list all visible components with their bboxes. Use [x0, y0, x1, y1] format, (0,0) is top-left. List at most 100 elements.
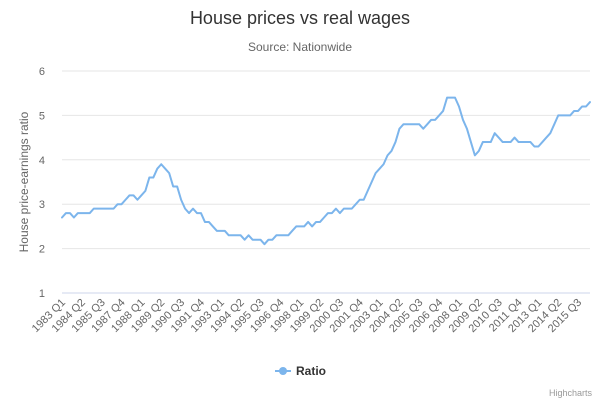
- data-point[interactable]: [353, 202, 358, 207]
- data-point[interactable]: [441, 108, 446, 113]
- data-point[interactable]: [135, 197, 140, 202]
- data-point[interactable]: [179, 197, 184, 202]
- data-point[interactable]: [488, 140, 493, 145]
- y-tick-label: 6: [39, 66, 45, 78]
- data-point[interactable]: [381, 162, 386, 167]
- data-point[interactable]: [369, 180, 374, 185]
- data-point[interactable]: [198, 211, 203, 216]
- data-point[interactable]: [377, 166, 382, 171]
- data-point[interactable]: [540, 140, 545, 145]
- data-point[interactable]: [310, 224, 315, 229]
- data-point[interactable]: [425, 122, 430, 127]
- data-point[interactable]: [119, 202, 124, 207]
- data-point[interactable]: [536, 144, 541, 149]
- data-point[interactable]: [544, 135, 549, 140]
- data-point[interactable]: [421, 126, 426, 131]
- data-point[interactable]: [472, 153, 477, 158]
- data-point[interactable]: [322, 215, 327, 220]
- data-point[interactable]: [460, 117, 465, 122]
- data-point[interactable]: [155, 166, 160, 171]
- data-point[interactable]: [548, 131, 553, 136]
- y-tick-label: 4: [39, 155, 45, 167]
- data-point[interactable]: [306, 219, 311, 224]
- data-point[interactable]: [508, 140, 513, 145]
- data-point[interactable]: [87, 211, 92, 216]
- y-axis-title: House price-earnings ratio: [17, 111, 31, 252]
- data-point[interactable]: [163, 166, 168, 171]
- data-point[interactable]: [302, 224, 307, 229]
- data-point[interactable]: [584, 104, 589, 109]
- data-point[interactable]: [318, 219, 323, 224]
- grid-lines: [62, 70, 590, 294]
- data-point[interactable]: [464, 126, 469, 131]
- data-point[interactable]: [468, 140, 473, 145]
- data-point[interactable]: [417, 122, 422, 127]
- y-tick-label: 1: [39, 288, 45, 300]
- legend-marker-icon: [279, 367, 287, 375]
- data-point[interactable]: [286, 233, 291, 238]
- data-point[interactable]: [365, 188, 370, 193]
- series-layer: [60, 95, 593, 247]
- data-point[interactable]: [175, 184, 180, 189]
- data-point[interactable]: [476, 148, 481, 153]
- series-line-ratio[interactable]: [61, 96, 591, 246]
- data-point[interactable]: [588, 100, 593, 105]
- data-point[interactable]: [496, 135, 501, 140]
- data-point[interactable]: [131, 193, 136, 198]
- y-tick-label: 5: [39, 110, 45, 122]
- data-point[interactable]: [385, 153, 390, 158]
- data-point[interactable]: [238, 233, 243, 238]
- data-point[interactable]: [373, 171, 378, 176]
- data-point[interactable]: [361, 197, 366, 202]
- data-point[interactable]: [397, 126, 402, 131]
- data-point[interactable]: [456, 104, 461, 109]
- data-point[interactable]: [270, 237, 275, 242]
- data-point[interactable]: [528, 140, 533, 145]
- data-point[interactable]: [290, 228, 295, 233]
- data-point[interactable]: [262, 242, 267, 247]
- data-point[interactable]: [512, 135, 517, 140]
- data-point[interactable]: [242, 237, 247, 242]
- legend[interactable]: Ratio: [275, 364, 326, 378]
- data-point[interactable]: [139, 193, 144, 198]
- data-point[interactable]: [333, 206, 338, 211]
- data-point[interactable]: [111, 206, 116, 211]
- chart-credits[interactable]: Highcharts: [549, 388, 593, 398]
- data-point[interactable]: [329, 211, 334, 216]
- y-tick-label: 3: [39, 199, 45, 211]
- data-point[interactable]: [437, 113, 442, 118]
- data-point[interactable]: [393, 140, 398, 145]
- data-point[interactable]: [576, 108, 581, 113]
- legend-item-label[interactable]: Ratio: [296, 364, 326, 378]
- data-point[interactable]: [433, 117, 438, 122]
- data-point[interactable]: [67, 211, 72, 216]
- data-point[interactable]: [143, 188, 148, 193]
- data-point[interactable]: [337, 211, 342, 216]
- chart-subtitle: Source: Nationwide: [248, 40, 352, 54]
- data-point[interactable]: [167, 171, 172, 176]
- data-point[interactable]: [60, 215, 65, 220]
- data-point[interactable]: [187, 211, 192, 216]
- data-point[interactable]: [389, 148, 394, 153]
- y-axis-ticks: 1 2 3 4 5 6: [39, 66, 45, 300]
- data-point[interactable]: [159, 162, 164, 167]
- data-point[interactable]: [191, 206, 196, 211]
- data-point[interactable]: [123, 197, 128, 202]
- data-point[interactable]: [453, 95, 458, 100]
- data-point[interactable]: [258, 237, 263, 242]
- y-tick-label: 2: [39, 244, 45, 256]
- data-point[interactable]: [552, 122, 557, 127]
- data-point[interactable]: [183, 206, 188, 211]
- data-point[interactable]: [71, 215, 76, 220]
- data-point[interactable]: [151, 175, 156, 180]
- data-point[interactable]: [492, 131, 497, 136]
- data-point[interactable]: [206, 219, 211, 224]
- data-point[interactable]: [568, 113, 573, 118]
- data-point[interactable]: [210, 224, 215, 229]
- data-point[interactable]: [349, 206, 354, 211]
- data-point[interactable]: [246, 233, 251, 238]
- data-point[interactable]: [222, 228, 227, 233]
